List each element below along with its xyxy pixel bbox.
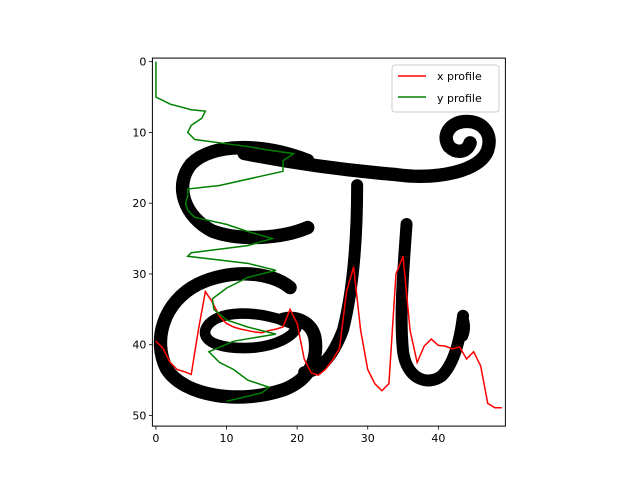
y-tick-label: 50 xyxy=(132,409,146,422)
legend-label-y-profile: y profile xyxy=(437,92,482,105)
legend: x profile y profile xyxy=(391,64,500,113)
x-tick-label: 40 xyxy=(431,432,445,445)
x-tick-label: 0 xyxy=(152,432,159,445)
axes-frame xyxy=(151,57,506,427)
series-line-y-profile xyxy=(155,61,296,403)
x-tick-label: 10 xyxy=(220,432,234,445)
glyph-stroke-tail xyxy=(458,311,471,342)
y-tick-label: 20 xyxy=(132,197,146,210)
y-tick-label: 0 xyxy=(139,56,146,69)
grayscale-glyph-image xyxy=(153,114,496,404)
y-tick-label: 10 xyxy=(132,126,146,139)
glyph-stroke-lower-loop xyxy=(153,267,323,404)
glyph-stroke-inner-oval xyxy=(199,308,303,354)
y-tick-label: 40 xyxy=(132,339,146,352)
glyph-stroke-stem-a xyxy=(298,179,364,379)
profile-lines xyxy=(155,61,502,409)
y-tick-label: 30 xyxy=(132,268,146,281)
axis-ticks: 0 10 20 30 40 0 10 20 30 40 50 xyxy=(132,56,445,445)
x-tick-label: 20 xyxy=(290,432,304,445)
x-tick-label: 30 xyxy=(361,432,375,445)
glyph-stroke-stem-b xyxy=(395,218,470,387)
legend-label-x-profile: x profile xyxy=(437,70,482,83)
glyph-stroke-crossbar xyxy=(237,114,496,183)
